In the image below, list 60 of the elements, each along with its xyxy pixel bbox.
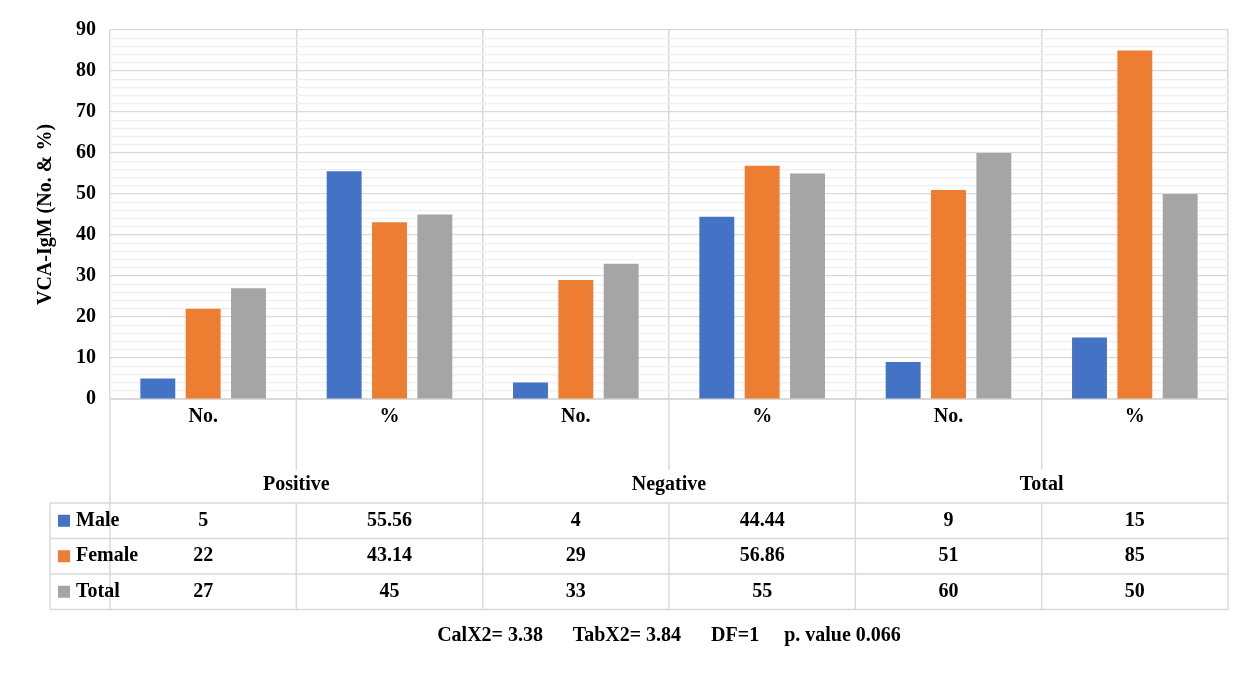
data-label: 51 [938,543,959,566]
data-label: 15 [1124,507,1145,530]
y-tick-label: 50 [76,181,96,204]
data-label: 85 [1124,543,1145,566]
data-label: 29 [565,543,586,566]
bar [1117,50,1153,399]
y-axis-title: VCA-IgM (No. & %) [33,123,57,306]
bar [1072,337,1107,399]
bar [931,189,966,399]
bar [744,165,780,399]
bar [185,308,221,399]
x-tick-label: No. [561,404,591,427]
x-tick-label: % [1124,404,1145,427]
legend-label: Total [76,578,121,601]
y-tick-label: 40 [76,222,96,245]
data-label: 43.14 [367,543,412,566]
data-label: 55 [752,578,773,601]
bar [1162,194,1198,399]
bar [603,263,639,399]
text: Positive [263,471,330,494]
x-tick-label: % [752,404,773,427]
data-label: 60 [938,578,959,601]
bar [976,153,1012,399]
bar [417,214,453,399]
bar [513,382,548,399]
bar [372,222,407,399]
data-label: 50 [1124,578,1145,601]
y-tick-label: 60 [76,140,96,163]
bar [231,288,266,399]
text: Negative [631,471,707,495]
y-tick-label: 10 [76,345,96,368]
y-tick-label: 20 [76,304,96,327]
bar [699,216,735,399]
data-label: 56.86 [739,543,785,566]
data-label: 44.44 [739,507,785,530]
bar [326,171,362,399]
data-label: 9 [943,507,954,530]
x-tick-label: No. [933,404,964,427]
text: CalX2= 3.38 TabX2= 3.84 DF=1 p. value 0.066 [437,622,901,646]
legend-label: Male [76,507,120,530]
text: Total [1019,471,1064,494]
bar [885,362,921,399]
y-tick-label: 0 [86,386,96,409]
data-label: 27 [193,578,214,601]
bar [790,173,825,399]
x-tick-label: No. [188,404,218,427]
data-label: 4 [570,507,581,530]
data-label: 45 [379,578,400,601]
bar [140,378,176,399]
data-label: 55.56 [367,507,412,530]
y-tick-label: 80 [76,58,96,81]
x-tick-label: % [379,404,400,427]
bar [558,280,594,399]
y-tick-label: 30 [76,263,96,286]
legend-label: Female [76,543,139,566]
data-label: 22 [193,543,214,566]
y-tick-label: 70 [76,99,96,122]
data-label: 5 [198,507,209,530]
data-label: 33 [565,578,586,601]
y-tick-label: 90 [76,17,96,40]
